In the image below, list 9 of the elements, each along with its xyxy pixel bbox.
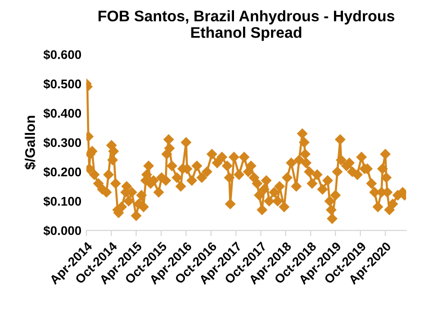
y-tick-label: $0.600 (43, 50, 82, 60)
chart-title: FOB Santos, Brazil Anhydrous - Hydrous Ethanol Spread (98, 10, 394, 41)
y-tick-label: $0.500 (43, 78, 82, 90)
y-tick-label: $0.000 (43, 226, 82, 236)
y-tick-label: $0.400 (43, 108, 82, 119)
y-axis-title: $/Gallon (24, 116, 36, 170)
y-tick-label: $0.300 (43, 138, 82, 148)
y-tick-label: $0.200 (43, 166, 82, 178)
y-tick-label: $0.100 (43, 196, 82, 207)
